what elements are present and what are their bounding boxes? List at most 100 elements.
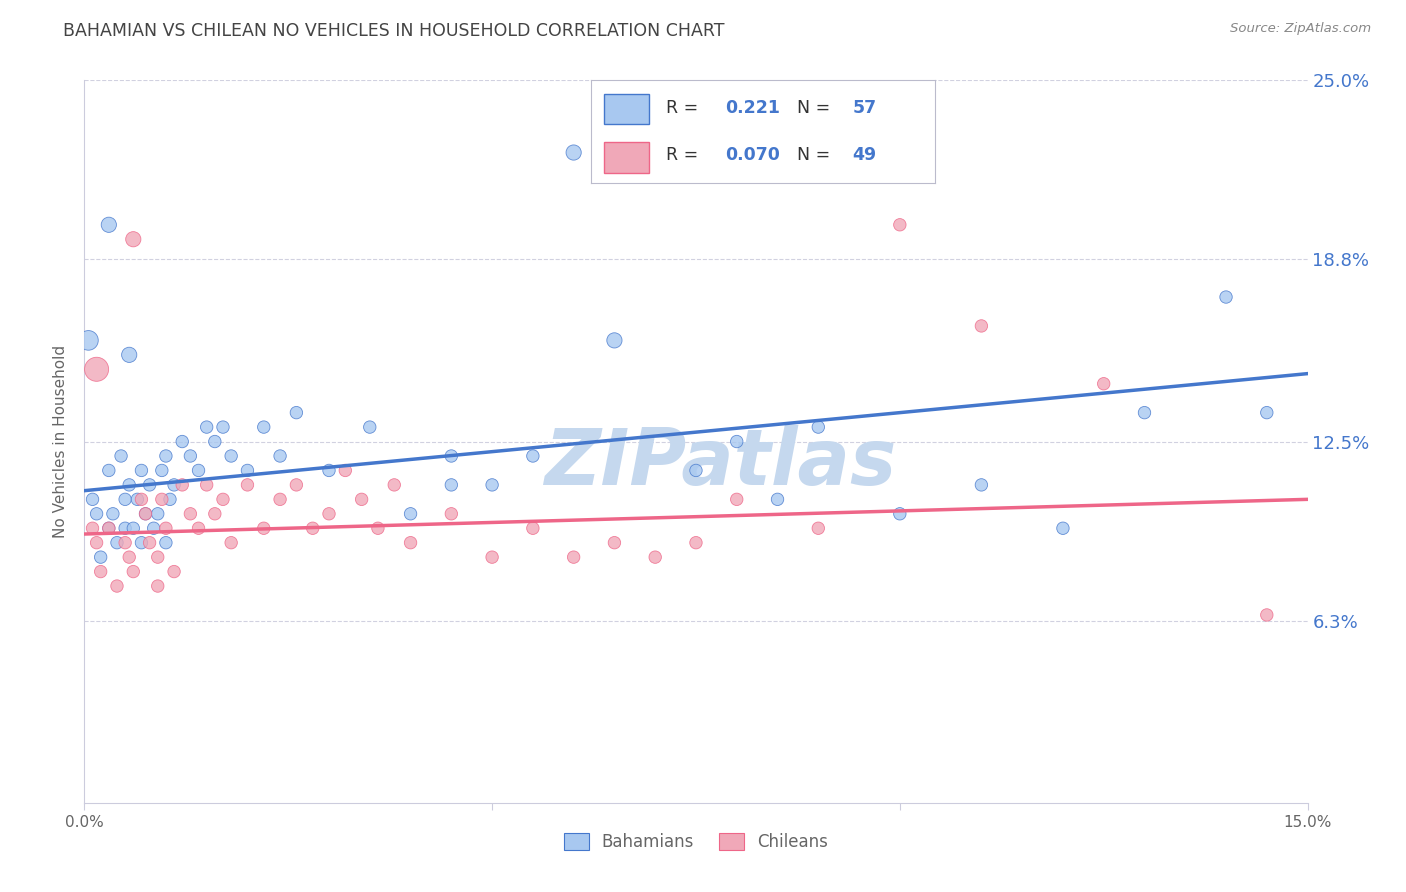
Point: [122, 565, 145, 579]
Point: [179, 507, 201, 521]
Point: [685, 463, 707, 477]
Point: [97, 218, 120, 232]
Point: [146, 550, 169, 565]
Point: [150, 492, 173, 507]
Point: [86, 362, 108, 376]
Point: [155, 521, 177, 535]
Point: [285, 478, 308, 492]
Text: ZIPatlas: ZIPatlas: [544, 425, 897, 501]
Point: [236, 478, 259, 492]
Point: [399, 507, 422, 521]
Point: [172, 478, 194, 492]
Point: [110, 449, 132, 463]
Point: [889, 218, 911, 232]
Point: [122, 232, 145, 246]
Point: [685, 535, 707, 549]
FancyBboxPatch shape: [605, 94, 650, 124]
Point: [118, 478, 141, 492]
Point: [146, 579, 169, 593]
Point: [970, 318, 993, 333]
Point: [301, 521, 323, 535]
Point: [219, 535, 242, 549]
Point: [97, 463, 120, 477]
Point: [118, 550, 141, 565]
Point: [82, 492, 104, 507]
Point: [253, 521, 276, 535]
Point: [97, 521, 120, 535]
Point: [1215, 290, 1237, 304]
Point: [131, 463, 153, 477]
Point: [1256, 607, 1278, 622]
Point: [195, 478, 218, 492]
Point: [285, 406, 308, 420]
Point: [644, 550, 666, 565]
Point: [97, 521, 120, 535]
Point: [807, 521, 830, 535]
Point: [142, 521, 165, 535]
Point: [522, 521, 544, 535]
Text: R =: R =: [666, 99, 699, 117]
Point: [114, 492, 136, 507]
Text: 0.070: 0.070: [725, 146, 780, 164]
Point: [131, 535, 153, 549]
Point: [725, 492, 748, 507]
Text: N =: N =: [797, 146, 831, 164]
Point: [440, 449, 463, 463]
Point: [101, 507, 124, 521]
Point: [159, 492, 181, 507]
Point: [163, 565, 186, 579]
Point: [105, 535, 128, 549]
Point: [150, 463, 173, 477]
Point: [236, 463, 259, 477]
Point: [86, 535, 108, 549]
Point: [77, 334, 100, 348]
Point: [1092, 376, 1115, 391]
Point: [82, 521, 104, 535]
Point: [522, 449, 544, 463]
Point: [603, 535, 626, 549]
Point: [138, 478, 160, 492]
Text: 0.221: 0.221: [725, 99, 780, 117]
Point: [135, 507, 157, 521]
Point: [146, 507, 169, 521]
Point: [359, 420, 381, 434]
Point: [766, 492, 789, 507]
Point: [253, 420, 276, 434]
Point: [187, 521, 209, 535]
Point: [889, 507, 911, 521]
Point: [269, 449, 291, 463]
Point: [187, 463, 209, 477]
Point: [155, 535, 177, 549]
FancyBboxPatch shape: [605, 142, 650, 173]
Point: [562, 145, 585, 160]
Point: [1133, 406, 1156, 420]
Text: R =: R =: [666, 146, 699, 164]
Text: 49: 49: [852, 146, 876, 164]
Point: [195, 420, 218, 434]
Point: [155, 449, 177, 463]
Point: [382, 478, 405, 492]
Point: [318, 463, 340, 477]
Point: [105, 579, 128, 593]
Point: [1256, 406, 1278, 420]
Legend: Bahamians, Chileans: Bahamians, Chileans: [555, 825, 837, 860]
Point: [399, 535, 422, 549]
Point: [219, 449, 242, 463]
Point: [172, 434, 194, 449]
Point: [118, 348, 141, 362]
Point: [212, 492, 235, 507]
Point: [350, 492, 373, 507]
Point: [318, 507, 340, 521]
Point: [212, 420, 235, 434]
Point: [335, 463, 357, 477]
Point: [179, 449, 201, 463]
Point: [90, 565, 112, 579]
Point: [1052, 521, 1074, 535]
Point: [269, 492, 291, 507]
Point: [440, 478, 463, 492]
Text: N =: N =: [797, 99, 831, 117]
Point: [138, 535, 160, 549]
Point: [114, 521, 136, 535]
Point: [114, 535, 136, 549]
Point: [807, 420, 830, 434]
